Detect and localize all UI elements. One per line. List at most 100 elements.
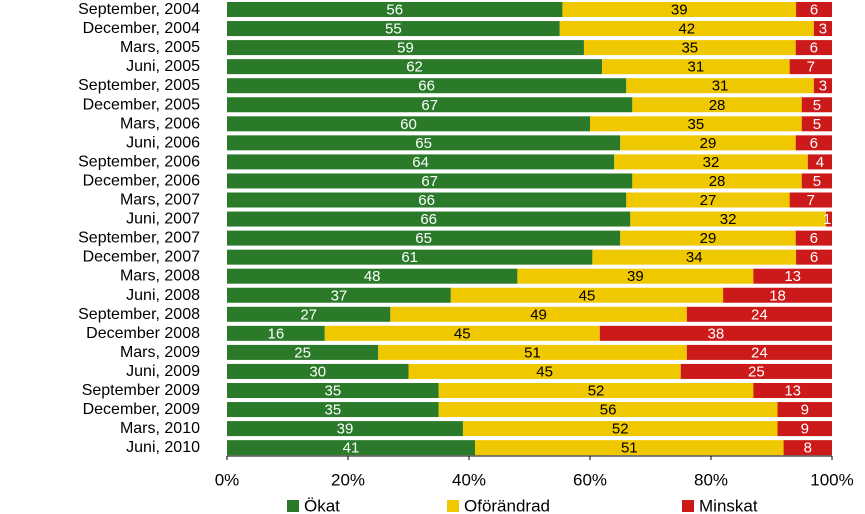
data-label: 29 <box>700 230 717 247</box>
bar-segment <box>475 440 784 456</box>
data-label: 31 <box>712 78 729 95</box>
category-labels: September, 2004 December, 2004 Mars, 2005 J… <box>78 1 200 456</box>
legend-swatch <box>447 500 459 512</box>
bar-segment <box>227 97 633 113</box>
bar-segment <box>390 306 687 322</box>
data-label: 65 <box>415 230 432 247</box>
data-label: 25 <box>294 344 311 361</box>
data-label: 7 <box>807 192 815 209</box>
data-label: 67 <box>421 173 438 190</box>
category-label: September, 2006 <box>78 153 200 170</box>
data-label: 16 <box>268 325 285 342</box>
data-label: 5 <box>813 97 821 114</box>
legend-label: Minskat <box>699 497 758 514</box>
data-label: 49 <box>530 306 547 323</box>
category-label: December, 2009 <box>83 401 201 418</box>
bar-segment <box>801 173 832 189</box>
data-label: 25 <box>748 363 765 380</box>
bar-segment <box>630 211 826 227</box>
data-label: 4 <box>816 154 824 171</box>
data-label: 35 <box>325 383 342 400</box>
bar-segment <box>517 268 754 284</box>
data-label: 34 <box>686 249 703 266</box>
bar-segment <box>378 344 687 360</box>
data-label: 7 <box>807 59 815 76</box>
x-tick-label: 20% <box>331 471 365 490</box>
category-label: December, 2004 <box>83 20 201 37</box>
data-label: 6 <box>810 249 818 266</box>
bar-segment <box>227 306 391 322</box>
data-label: 37 <box>331 287 348 304</box>
data-label: 28 <box>709 173 726 190</box>
data-label: 32 <box>720 211 737 228</box>
category-label: Mars, 2005 <box>120 39 200 56</box>
bar-segment <box>777 421 832 437</box>
data-label: 66 <box>418 192 435 209</box>
bar-segment <box>227 325 325 341</box>
data-label: 18 <box>769 287 786 304</box>
data-label: 8 <box>804 440 812 457</box>
data-label: 3 <box>819 78 827 95</box>
data-label: 27 <box>700 192 717 209</box>
bar-segment <box>632 97 802 113</box>
bar-segment <box>807 154 832 170</box>
data-label: 6 <box>810 2 818 19</box>
legend: Ökat Oförändrad Minskat <box>287 497 758 514</box>
data-label: 5 <box>813 173 821 190</box>
bar-segment <box>227 173 633 189</box>
x-tick-label: 60% <box>573 471 607 490</box>
category-label: Mars, 2007 <box>120 192 200 209</box>
category-label: Juni, 2005 <box>126 58 200 75</box>
bar-segment <box>324 325 600 341</box>
data-label: 32 <box>703 154 720 171</box>
bar-segment <box>789 59 832 75</box>
bar-segment <box>227 59 603 75</box>
bar-segment <box>227 154 615 170</box>
bar-segment <box>227 116 590 132</box>
data-label: 51 <box>524 344 541 361</box>
bar-segment <box>795 40 832 56</box>
category-label: Mars, 2010 <box>120 420 200 437</box>
bar-segment <box>227 230 621 246</box>
bar-segment <box>227 192 627 208</box>
category-label: December, 2005 <box>83 96 201 113</box>
category-label: Juni, 2008 <box>126 287 200 304</box>
bar-segment <box>796 2 832 17</box>
category-label: September, 2008 <box>78 306 200 323</box>
bar-segment <box>227 363 409 379</box>
data-label: 39 <box>627 268 644 285</box>
data-label: 35 <box>325 402 342 419</box>
bar-segment <box>783 440 832 456</box>
data-label: 13 <box>784 383 801 400</box>
bar-segment <box>789 192 832 208</box>
category-label: Juni, 2007 <box>126 211 200 228</box>
data-label: 30 <box>309 363 326 380</box>
category-label: September, 2005 <box>78 77 200 94</box>
data-label: 24 <box>751 306 768 323</box>
legend-label: Ökat <box>304 497 340 514</box>
bar-segment <box>227 268 518 284</box>
x-tick-label: 40% <box>452 471 486 490</box>
data-label: 24 <box>751 344 768 361</box>
bar-segment <box>227 344 379 360</box>
bar-segment <box>686 344 832 360</box>
data-label: 13 <box>784 268 801 285</box>
data-label: 9 <box>801 402 809 419</box>
data-label: 51 <box>621 440 638 457</box>
data-label: 48 <box>364 268 381 285</box>
data-label: 45 <box>579 287 596 304</box>
data-label: 35 <box>681 40 698 57</box>
bar-segment <box>620 230 796 246</box>
data-label: 52 <box>588 383 605 400</box>
bar-segment <box>801 116 832 132</box>
data-label: 56 <box>386 2 403 19</box>
data-label: 52 <box>612 421 629 438</box>
bars: 56 39 655 42 359 35 662 31 766 31 367 28 560 35 565 29 6… <box>227 2 832 457</box>
bar-segment <box>462 421 778 437</box>
data-label: 62 <box>406 59 423 76</box>
category-label: September, 2004 <box>78 1 200 18</box>
bar-segment <box>562 2 797 17</box>
data-label: 55 <box>385 21 402 38</box>
bar-segment <box>227 402 439 418</box>
